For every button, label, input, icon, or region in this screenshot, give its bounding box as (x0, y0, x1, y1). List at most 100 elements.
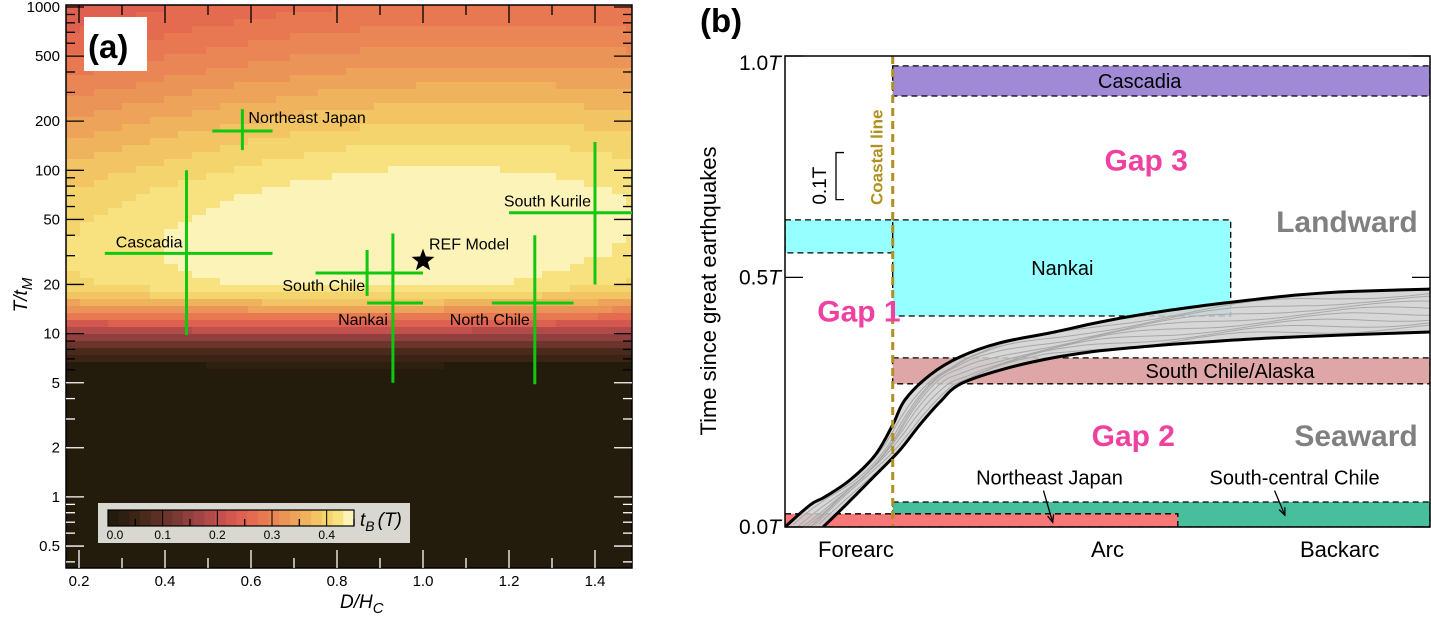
heatmap-cell (584, 285, 599, 293)
heatmap-cell (360, 124, 375, 132)
colorbar-swatch (247, 510, 259, 526)
heatmap-cell (458, 432, 473, 440)
heatmap-cell (164, 292, 179, 300)
heatmap-cell (248, 180, 263, 188)
heatmap-cell (220, 565, 235, 568)
heatmap-cell (416, 446, 431, 454)
heatmap-cell (248, 404, 263, 412)
heatmap-cell (528, 551, 543, 559)
ref-star-icon (411, 248, 435, 271)
heatmap-cell (192, 467, 207, 475)
heatmap-cell (248, 299, 263, 307)
heatmap-cell (234, 453, 249, 461)
heatmap-cell (500, 124, 515, 132)
heatmap-cell (514, 5, 529, 13)
heatmap-cell (178, 397, 193, 405)
heatmap-cell (626, 173, 632, 181)
heatmap-cell (598, 201, 613, 209)
heatmap-cell (458, 397, 473, 405)
heatmap-cell (346, 215, 361, 223)
heatmap-cell (262, 180, 277, 188)
heatmap-cell (276, 215, 291, 223)
heatmap-cell (122, 432, 137, 440)
heatmap-cell (458, 278, 473, 286)
heatmap-cell (486, 187, 501, 195)
heatmap-cell (444, 523, 459, 531)
heatmap-cell (318, 404, 333, 412)
heatmap-cell (556, 222, 571, 230)
heatmap-cell (486, 481, 501, 489)
heatmap-cell (444, 82, 459, 90)
heatmap-cell (262, 544, 277, 552)
heatmap-cell (500, 222, 515, 230)
heatmap-cell (318, 19, 333, 27)
heatmap-cell (388, 439, 403, 447)
heatmap-cell (136, 299, 151, 307)
heatmap-cell (276, 376, 291, 384)
heatmap-cell (290, 5, 305, 13)
heatmap-cell (528, 40, 543, 48)
heatmap-cell (486, 124, 501, 132)
heatmap-cell (234, 551, 249, 559)
heatmap-cell (612, 306, 627, 314)
heatmap-cell (94, 236, 109, 244)
heatmap-cell (570, 390, 585, 398)
heatmap-cell (430, 306, 445, 314)
heatmap-cell (430, 537, 445, 545)
heatmap-cell (332, 348, 347, 356)
heatmap-cell (346, 362, 361, 370)
heatmap-cell (374, 404, 389, 412)
heatmap-cell (66, 516, 81, 524)
heatmap-cell (122, 201, 137, 209)
heatmap-cell (108, 481, 123, 489)
heatmap-cell (220, 26, 235, 34)
heatmap-cell (332, 54, 347, 62)
heatmap-cell (500, 201, 515, 209)
heatmap-cell (402, 194, 417, 202)
heatmap-cell (80, 474, 95, 482)
heatmap-cell (472, 194, 487, 202)
heatmap-cell (472, 96, 487, 104)
heatmap-cell (304, 425, 319, 433)
heatmap-cell (304, 460, 319, 468)
heatmap-cell (66, 194, 81, 202)
heatmap-cell (388, 47, 403, 55)
heatmap-cell (122, 236, 137, 244)
heatmap-cell (430, 404, 445, 412)
heatmap-cell (178, 376, 193, 384)
heatmap-cell (500, 89, 515, 97)
heatmap-cell (388, 362, 403, 370)
heatmap-cell (402, 131, 417, 139)
heatmap-cell (332, 201, 347, 209)
heatmap-cell (528, 411, 543, 419)
heatmap-cell (206, 229, 221, 237)
heatmap-cell (234, 320, 249, 328)
heatmap-cell (332, 320, 347, 328)
heatmap-cell (220, 243, 235, 251)
heatmap-cell (402, 376, 417, 384)
heatmap-cell (374, 558, 389, 566)
heatmap-cell (276, 341, 291, 349)
heatmap-cell (486, 68, 501, 76)
heatmap-cell (262, 285, 277, 293)
heatmap-cell (192, 376, 207, 384)
heatmap-cell (514, 376, 529, 384)
heatmap-cell (220, 82, 235, 90)
heatmap-cell (248, 236, 263, 244)
heatmap-cell (584, 481, 599, 489)
heatmap-cell (612, 432, 627, 440)
heatmap-cell (542, 117, 557, 125)
heatmap-cell (108, 278, 123, 286)
heatmap-cell (108, 404, 123, 412)
heatmap-cell (458, 495, 473, 503)
heatmap-cell (444, 138, 459, 146)
heatmap-cell (234, 397, 249, 405)
heatmap-cell (388, 173, 403, 181)
heatmap-cell (500, 502, 515, 510)
heatmap-cell (388, 243, 403, 251)
heatmap-cell (472, 516, 487, 524)
heatmap-cell (402, 257, 417, 265)
heatmap-cell (444, 495, 459, 503)
heatmap-cell (402, 341, 417, 349)
heatmap-cell (416, 292, 431, 300)
